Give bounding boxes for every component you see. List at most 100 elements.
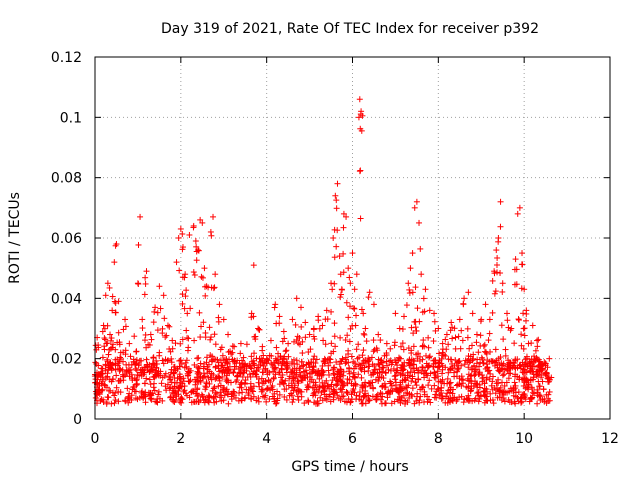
- roti-point: [195, 354, 202, 361]
- roti-point-background: [359, 383, 366, 390]
- roti-point-background: [255, 379, 262, 386]
- roti-point: [328, 350, 335, 357]
- roti-point: [202, 292, 209, 299]
- roti-point-background: [375, 377, 382, 384]
- roti-point: [169, 337, 176, 344]
- roti-point-background: [362, 379, 369, 386]
- roti-point-background: [243, 341, 250, 348]
- roti-point-background: [171, 383, 178, 390]
- roti-point-background: [501, 371, 508, 378]
- roti-point: [256, 326, 263, 333]
- roti-point-background: [177, 357, 184, 364]
- roti-point: [347, 303, 354, 310]
- roti-point: [95, 342, 102, 349]
- roti-point: [439, 352, 446, 359]
- roti-point-background: [501, 382, 508, 389]
- roti-point-background: [406, 372, 413, 379]
- roti-point: [412, 284, 419, 291]
- roti-point-background: [316, 370, 323, 377]
- roti-point-background: [122, 398, 129, 405]
- roti-point: [161, 315, 168, 322]
- roti-point-background: [500, 360, 507, 367]
- roti-point: [504, 362, 511, 369]
- roti-point: [521, 286, 528, 293]
- roti-point: [248, 353, 255, 360]
- roti-point-background: [239, 389, 246, 396]
- roti-point-background: [326, 391, 333, 398]
- roti-point-background: [203, 379, 210, 386]
- roti-point: [483, 349, 490, 356]
- roti-point-background: [301, 400, 308, 407]
- roti-point-background: [142, 331, 149, 338]
- roti-point-background: [197, 397, 204, 404]
- roti-point-background: [534, 368, 541, 375]
- roti-point-background: [150, 354, 157, 361]
- roti-point-background: [336, 369, 343, 376]
- x-tick-label: 2: [176, 431, 185, 447]
- roti-point-background: [415, 350, 422, 357]
- roti-point: [280, 328, 287, 335]
- roti-point: [191, 337, 198, 344]
- roti-point-background: [286, 375, 293, 382]
- roti-point-background: [330, 389, 337, 396]
- roti-point: [210, 285, 217, 292]
- roti-point: [460, 301, 467, 308]
- roti-point: [443, 331, 450, 338]
- roti-point: [181, 305, 188, 312]
- roti-point-background: [472, 395, 479, 402]
- roti-point: [392, 310, 399, 317]
- roti-point-background: [460, 399, 467, 406]
- roti-point-background: [187, 377, 194, 384]
- roti-point: [215, 362, 222, 369]
- roti-point-background: [207, 336, 214, 343]
- roti-point: [486, 367, 493, 374]
- roti-point-background: [521, 361, 528, 368]
- roti-point-background: [408, 378, 415, 385]
- y-tick-label: 0.1: [60, 110, 82, 126]
- roti-point-background: [469, 342, 476, 349]
- roti-point-background: [520, 366, 527, 373]
- roti-point-background: [482, 389, 489, 396]
- roti-point-background: [255, 395, 262, 402]
- roti-point: [336, 253, 343, 260]
- roti-point: [515, 316, 522, 323]
- roti-point-background: [233, 377, 240, 384]
- roti-point: [526, 360, 533, 367]
- roti-point: [156, 283, 163, 290]
- roti-point-background: [538, 374, 545, 381]
- roti-point-background: [229, 343, 236, 350]
- roti-point-background: [365, 367, 372, 374]
- roti-point: [143, 268, 150, 275]
- roti-point: [351, 305, 358, 312]
- roti-point-background: [272, 400, 279, 407]
- roti-point-background: [333, 359, 340, 366]
- roti-point: [343, 299, 350, 306]
- roti-point-background: [356, 388, 363, 395]
- roti-point-background: [125, 395, 132, 402]
- x-tick-label: 10: [515, 431, 533, 447]
- roti-point: [409, 250, 416, 257]
- roti-point-background: [445, 369, 452, 376]
- roti-point-background: [517, 399, 524, 406]
- roti-point: [492, 288, 499, 295]
- roti-point: [349, 250, 356, 257]
- roti-point-background: [397, 379, 404, 386]
- roti-point-background: [427, 370, 434, 377]
- roti-point: [333, 197, 340, 204]
- roti-point: [340, 269, 347, 276]
- roti-point: [93, 346, 100, 353]
- roti-point: [436, 363, 443, 370]
- roti-point-background: [449, 397, 456, 404]
- roti-point-background: [149, 390, 156, 397]
- roti-point-background: [441, 380, 448, 387]
- roti-point: [408, 347, 415, 354]
- roti-point-background: [179, 336, 186, 343]
- roti-point-background: [247, 395, 254, 402]
- roti-point: [285, 353, 292, 360]
- roti-point-background: [330, 387, 337, 394]
- roti-point: [361, 368, 368, 375]
- roti-point: [150, 319, 157, 326]
- roti-point-background: [421, 374, 428, 381]
- roti-point-background: [304, 382, 311, 389]
- roti-point-background: [238, 397, 245, 404]
